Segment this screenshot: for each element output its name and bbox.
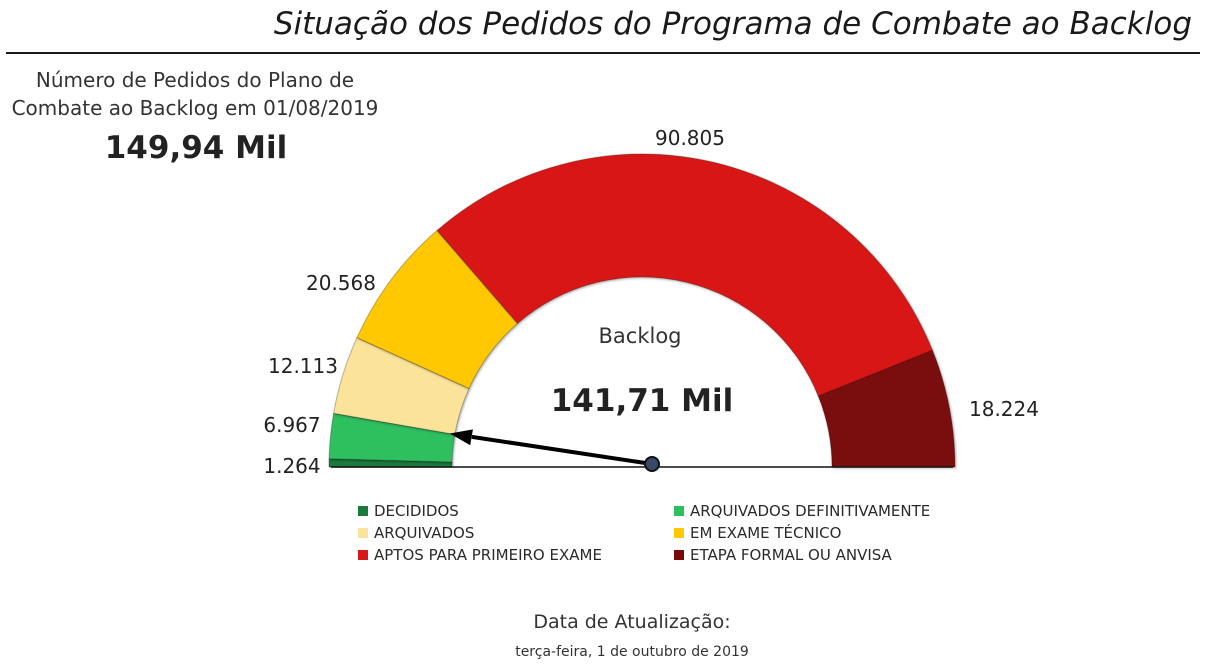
- segment-value-label: 1.264: [263, 454, 320, 478]
- plan-label-line1: Número de Pedidos do Plano de: [35, 68, 355, 92]
- legend-item: ARQUIVADOS DEFINITIVAMENTE: [674, 502, 930, 520]
- legend-swatch: [358, 528, 368, 538]
- legend-label: ARQUIVADOS DEFINITIVAMENTE: [690, 502, 931, 520]
- needle-hub: [644, 456, 660, 472]
- legend-swatch: [674, 550, 684, 560]
- plan-label-line2: Combate ao Backlog em 01/08/2019: [11, 96, 379, 120]
- legend-label: ARQUIVADOS: [374, 524, 475, 542]
- plan-label: Número de Pedidos do Plano de Combate ao…: [0, 66, 390, 122]
- legend-swatch: [674, 506, 684, 516]
- gauge-center-label: Backlog: [599, 324, 682, 348]
- segment-value-label: 20.568: [306, 271, 376, 295]
- gauge-segments: [328, 153, 956, 468]
- gauge-segment-etapa-formal-ou-anvisa: [817, 349, 956, 468]
- legend-item: ETAPA FORMAL OU ANVISA: [674, 546, 892, 564]
- segment-value-label: 18.224: [969, 397, 1039, 421]
- segment-value-label: 6.967: [263, 413, 320, 437]
- legend-label: ETAPA FORMAL OU ANVISA: [690, 546, 892, 564]
- segment-value-label: 12.113: [268, 354, 338, 378]
- legend-label: APTOS PARA PRIMEIRO EXAME: [374, 546, 602, 564]
- legend-label: DECIDIDOS: [374, 502, 459, 520]
- gauge-center-value: 141,71 Mil: [551, 383, 734, 419]
- legend-swatch: [358, 506, 368, 516]
- legend-swatch: [674, 528, 684, 538]
- legend-item: EM EXAME TÉCNICO: [674, 524, 841, 542]
- gauge-needle: [449, 429, 660, 472]
- title-divider: [6, 52, 1200, 54]
- segment-value-label: 90.805: [655, 126, 725, 150]
- legend-item: APTOS PARA PRIMEIRO EXAME: [358, 546, 602, 564]
- legend-swatch: [358, 550, 368, 560]
- gauge-segment-aptos-para-primeiro-exame: [436, 153, 934, 397]
- plan-total-value: 149,94 Mil: [104, 130, 288, 166]
- needle-shaft: [471, 434, 653, 466]
- update-date: terça-feira, 1 de outubro de 2019: [515, 644, 749, 660]
- needle-arrowhead: [449, 429, 473, 446]
- page-title: Situação dos Pedidos do Programa de Comb…: [273, 6, 1192, 42]
- legend-item: DECIDIDOS: [358, 502, 459, 520]
- update-label: Data de Atualização:: [533, 611, 731, 633]
- legend-label: EM EXAME TÉCNICO: [690, 524, 842, 542]
- legend-item: ARQUIVADOS: [358, 524, 474, 542]
- segment-labels: 1.264 6.967 12.113 20.568 90.805 18.224: [263, 126, 1039, 478]
